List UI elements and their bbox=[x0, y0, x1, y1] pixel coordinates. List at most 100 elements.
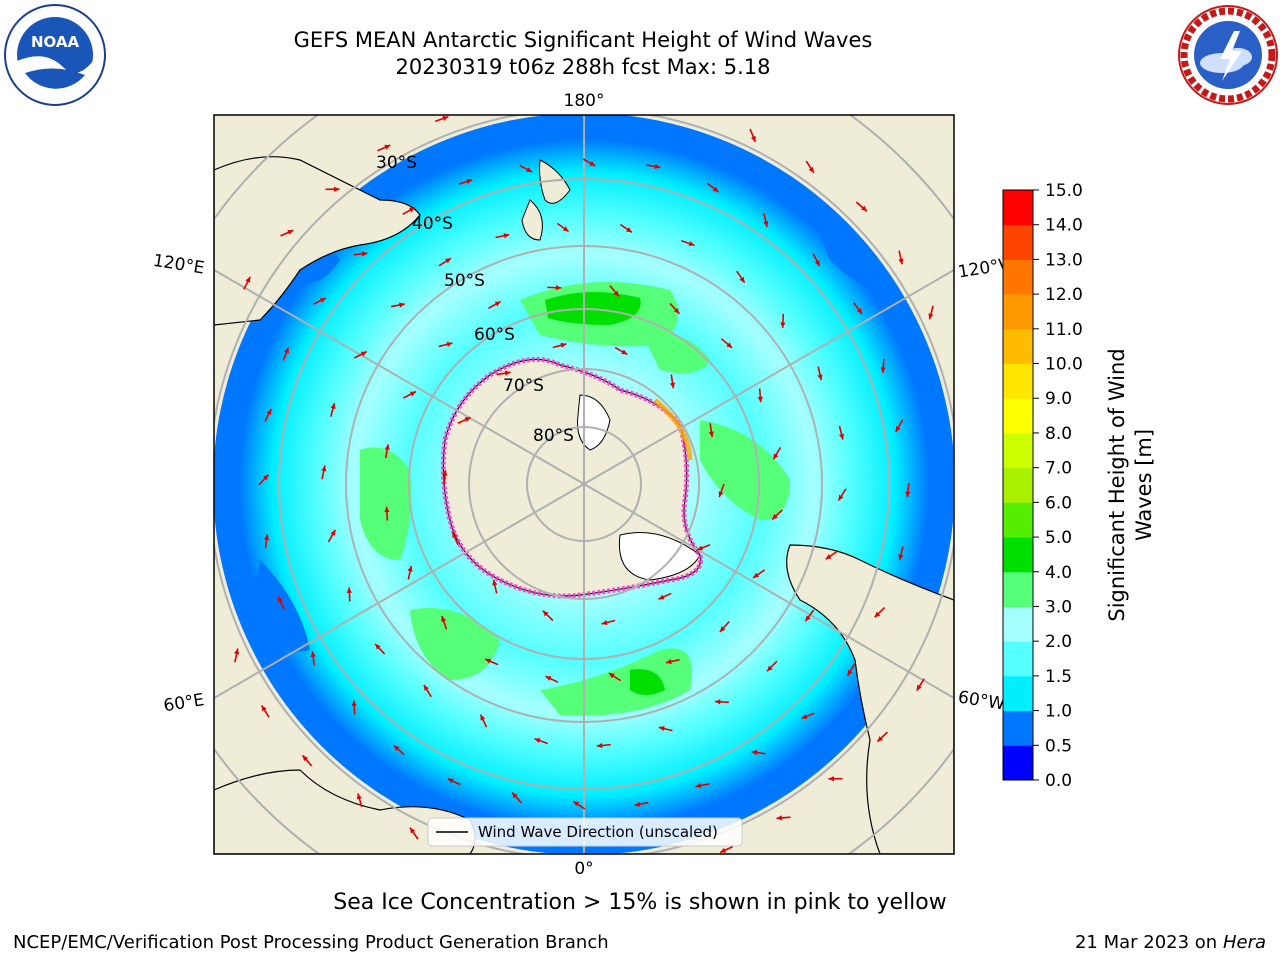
wave-direction-arrowhead bbox=[776, 815, 783, 821]
wave-direction-arrowhead bbox=[767, 665, 773, 672]
wave-direction-arrowhead bbox=[464, 417, 471, 423]
colorbar-tick-label: 1.5 bbox=[1045, 667, 1072, 687]
australia-landmass bbox=[214, 156, 421, 326]
run-date: 21 Mar 2023 on Hera bbox=[1075, 932, 1266, 953]
colorbar-frame bbox=[1002, 189, 1034, 781]
wave-direction-arrowhead bbox=[739, 276, 745, 283]
colorbar-segment bbox=[1003, 328, 1033, 365]
lon-label-60e: 60°E bbox=[162, 690, 206, 716]
colorbar-tick-label: 14.0 bbox=[1045, 216, 1083, 236]
wave-direction-arrowhead bbox=[895, 425, 901, 432]
wave-direction-arrowhead bbox=[750, 135, 756, 142]
colorbar-segment bbox=[1003, 294, 1033, 330]
colorbar: 0.0 0.5 1.0 1.5 2.0 3.0 4.0 5.0 6.0 7.0 8.0 9.0 10.0… bbox=[1002, 181, 1083, 791]
wave-direction-arrowhead bbox=[534, 738, 541, 744]
wave-direction-arrowhead bbox=[384, 444, 390, 451]
colorbar-segment bbox=[1003, 745, 1033, 781]
wave-direction-arrowhead bbox=[626, 227, 632, 233]
wave-direction-arrowhead bbox=[817, 374, 823, 381]
wave-direction-arrowhead bbox=[608, 673, 615, 679]
lon-label-60w: 60°W bbox=[957, 687, 1007, 714]
lat-label-50s: 50°S bbox=[444, 271, 485, 291]
wave-direction-arrowhead bbox=[393, 745, 400, 751]
colorbar-tick-label: 0.0 bbox=[1045, 771, 1072, 791]
wave-direction-arrowhead bbox=[814, 260, 820, 267]
wave-direction-arrowhead bbox=[234, 648, 240, 655]
wave-direction-arrowhead bbox=[330, 403, 336, 410]
wave-direction-arrowhead bbox=[916, 684, 922, 691]
wave-direction-arrowhead bbox=[773, 453, 779, 460]
wave-direction-arrowhead bbox=[898, 258, 904, 265]
credit-text: NCEP/EMC/Verification Post Processing Pr… bbox=[13, 932, 609, 953]
colorbar-tick-label: 15.0 bbox=[1045, 181, 1083, 201]
wave-direction-arrowhead bbox=[718, 491, 724, 498]
wave-direction-arrowhead bbox=[409, 391, 416, 397]
wave-direction-arrowhead bbox=[726, 342, 733, 348]
wave-direction-arrowhead bbox=[654, 163, 661, 170]
colorbar-tick-label: 2.0 bbox=[1045, 632, 1072, 652]
wave-direction-arrowhead bbox=[310, 651, 316, 658]
wave-direction-arrowhead bbox=[562, 226, 569, 232]
lon-label-0: 0° bbox=[574, 859, 593, 879]
wave-direction-arrowhead bbox=[695, 783, 702, 789]
wave-direction-arrowhead bbox=[446, 341, 453, 347]
legend-label: Wind Wave Direction (unscaled) bbox=[478, 823, 718, 841]
colorbar-segment bbox=[1003, 641, 1033, 677]
colorbar-tick-label: 7.0 bbox=[1045, 459, 1072, 479]
wave-direction-arrowhead bbox=[712, 186, 719, 193]
wave-direction-arrowhead bbox=[621, 349, 628, 355]
wind-wave-arrows bbox=[234, 115, 934, 854]
colorbar-tick-label: 11.0 bbox=[1045, 320, 1083, 340]
wave-direction-arrowhead bbox=[266, 408, 272, 415]
wave-direction-arrowhead bbox=[408, 207, 415, 213]
wave-direction-arrowhead bbox=[409, 827, 416, 834]
wave-direction-arrowhead bbox=[375, 643, 381, 650]
wave-direction-arrowhead bbox=[634, 801, 641, 807]
south-america-landmass bbox=[786, 544, 954, 854]
wave-direction-arrowhead bbox=[442, 115, 449, 121]
wave-direction-arrowhead bbox=[384, 506, 390, 513]
colorbar-segment bbox=[1003, 363, 1033, 399]
wave-direction-arrowhead bbox=[542, 610, 549, 617]
wave-direction-arrowhead bbox=[278, 596, 283, 603]
wave-direction-arrowhead bbox=[839, 433, 845, 440]
lat-label-30s: 30°S bbox=[376, 153, 417, 173]
colorbar-tick-label: 9.0 bbox=[1045, 389, 1072, 409]
colorbar-segment bbox=[1003, 432, 1033, 469]
wave-direction-arrowhead bbox=[601, 620, 608, 626]
wave-direction-arrowhead bbox=[466, 179, 473, 185]
colorbar-tick-label: 3.0 bbox=[1045, 597, 1072, 617]
host-name: Hera bbox=[1222, 932, 1266, 953]
wave-direction-arrowhead bbox=[697, 545, 704, 551]
colorbar-tick-label: 6.0 bbox=[1045, 493, 1072, 513]
wave-direction-arrowhead bbox=[589, 160, 596, 166]
forecast-subtitle: 20230319 t06z 288h fcst Max: 5.18 bbox=[395, 55, 771, 79]
wave-direction-arrowhead bbox=[287, 230, 294, 235]
wave-direction-arrowhead bbox=[361, 251, 368, 257]
colorbar-segment bbox=[1003, 710, 1033, 746]
run-date-text: 21 Mar 2023 on bbox=[1074, 932, 1218, 953]
wave-direction-arrowhead bbox=[596, 742, 603, 749]
colorbar-tick-label: 1.0 bbox=[1045, 702, 1072, 722]
wave-direction-arrowhead bbox=[560, 342, 567, 348]
wave-direction-arrowhead bbox=[423, 684, 429, 691]
wave-direction-arrowhead bbox=[399, 302, 405, 308]
wave-direction-arrowhead bbox=[714, 699, 721, 705]
wave-direction-arrowhead bbox=[321, 465, 327, 472]
wave-direction-arrowhead bbox=[673, 307, 680, 314]
lat-label-80s: 80°S bbox=[533, 426, 574, 446]
colorbar-segment bbox=[1003, 502, 1033, 538]
wave-direction-arrowhead bbox=[808, 166, 814, 173]
wave-direction-arrowhead bbox=[302, 755, 309, 762]
lat-label-60s: 60°S bbox=[474, 325, 515, 345]
colorbar-segment bbox=[1003, 467, 1033, 503]
sea-ice-edge bbox=[440, 356, 704, 599]
colorbar-segment bbox=[1003, 675, 1033, 712]
wave-direction-arrowhead bbox=[264, 534, 270, 541]
wave-direction-arrowhead bbox=[384, 144, 391, 150]
wave-direction-arrowhead bbox=[351, 700, 357, 707]
wave-direction-arrowhead bbox=[262, 474, 269, 481]
colorbar-tick-label: 8.0 bbox=[1045, 424, 1072, 444]
wave-direction-arrowhead bbox=[407, 565, 413, 572]
